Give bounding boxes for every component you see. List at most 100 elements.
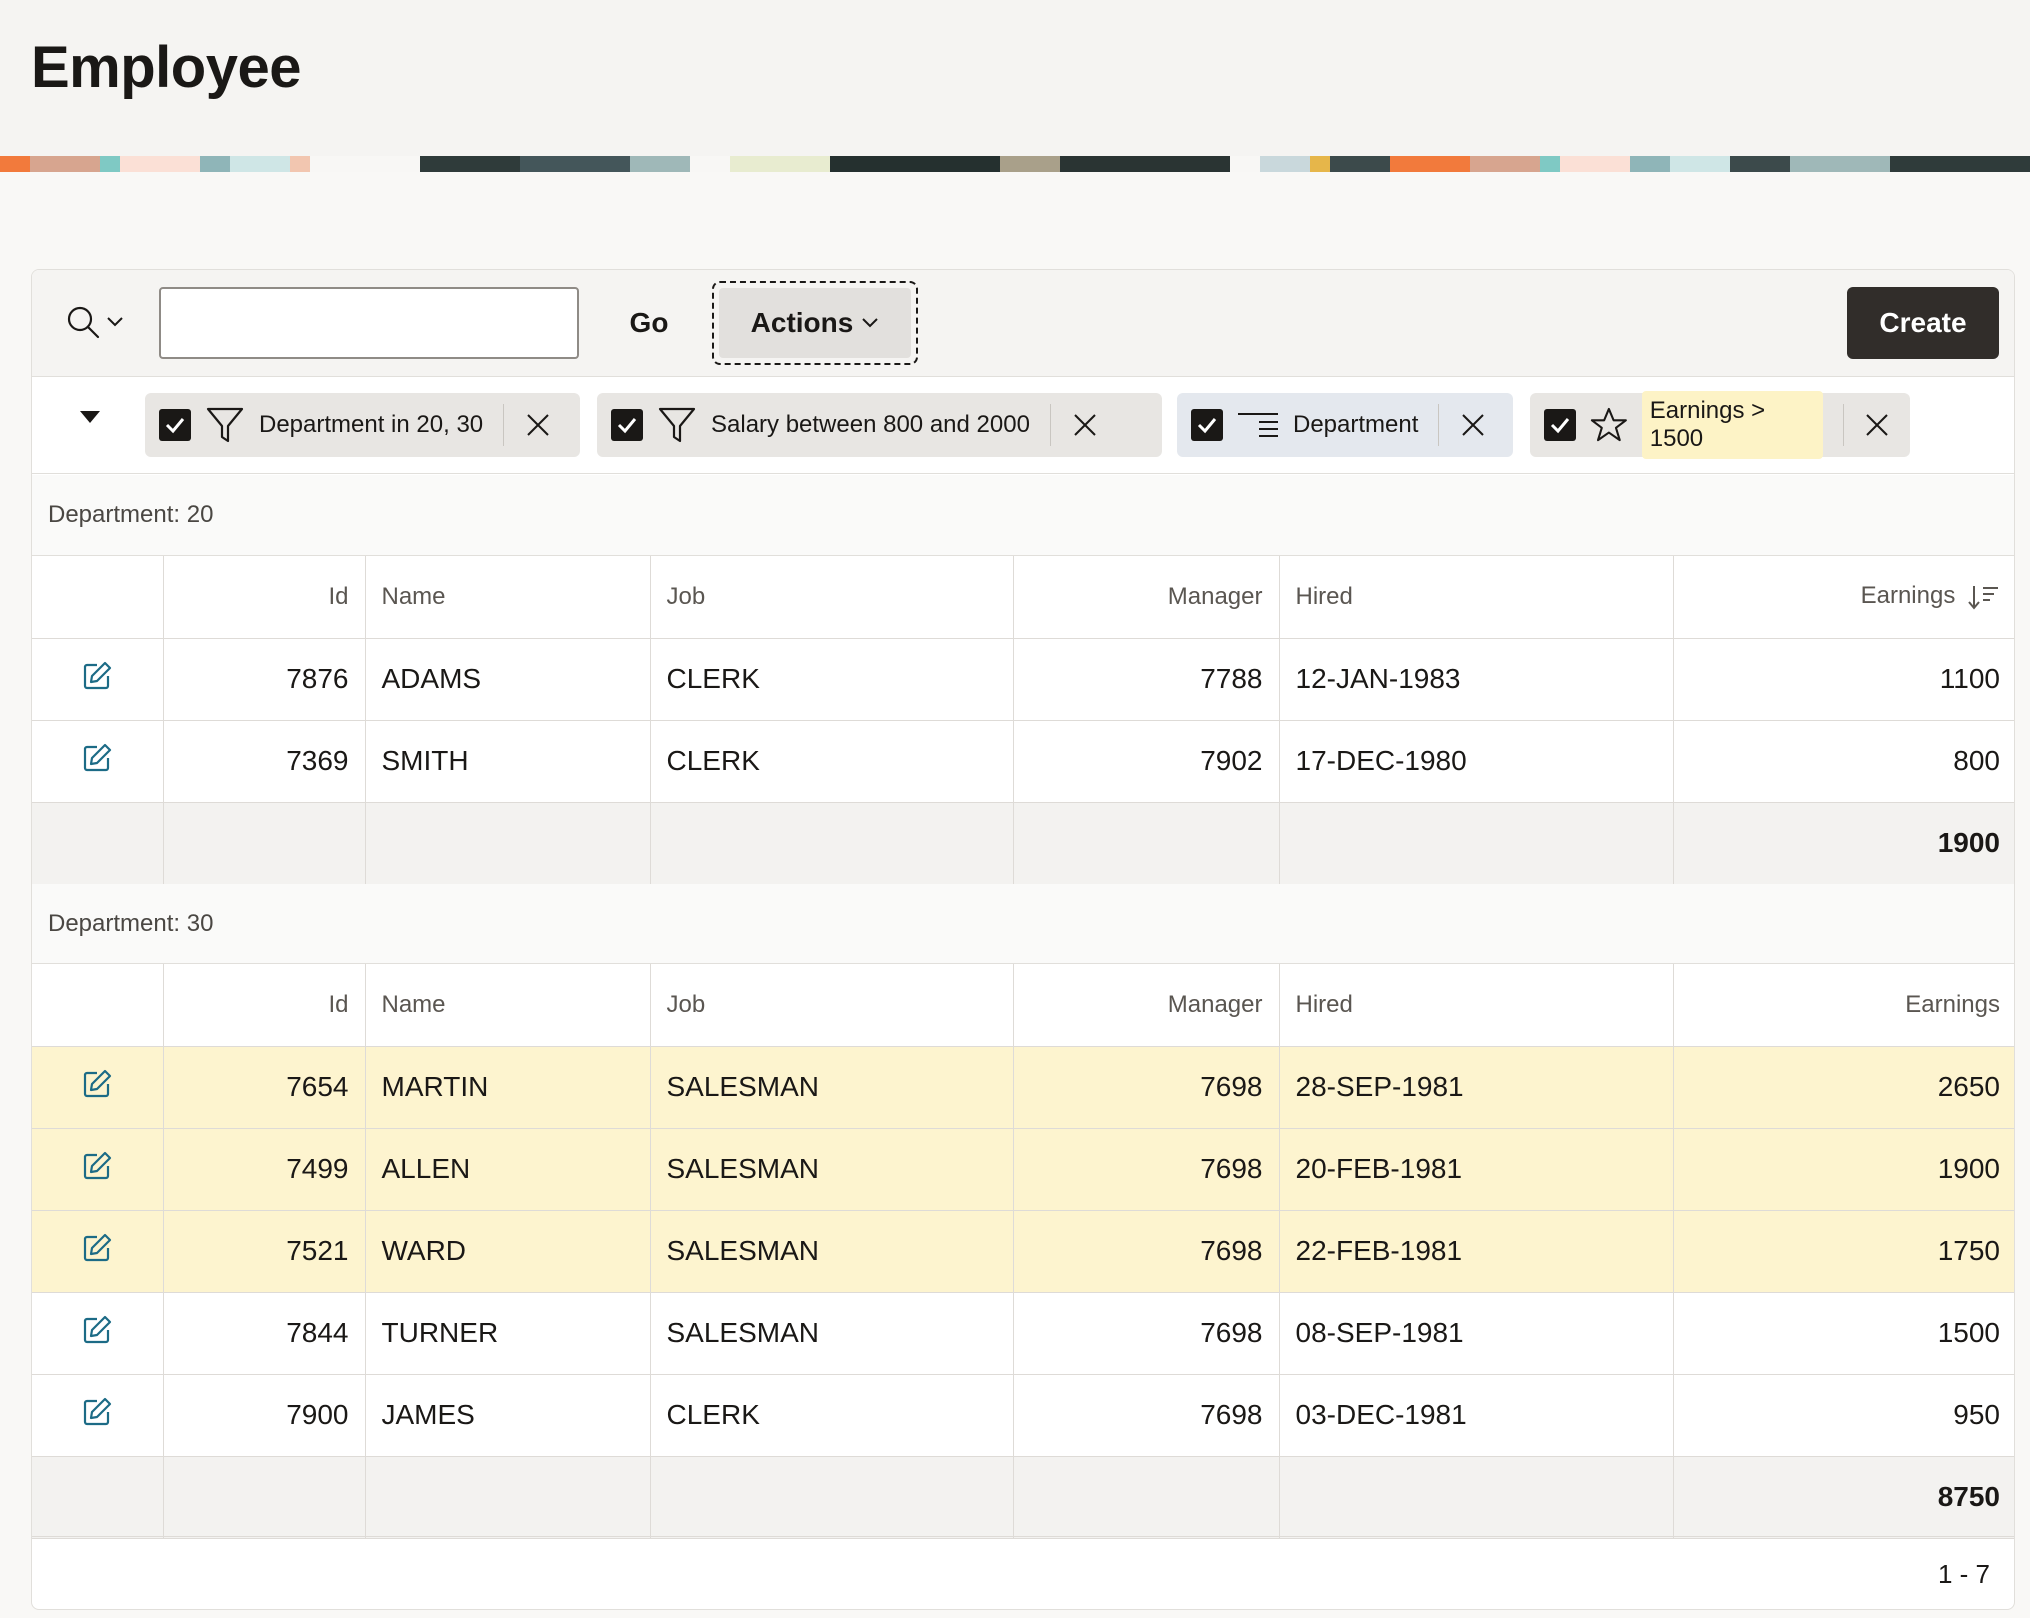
column-header-manager[interactable]: Manager xyxy=(1012,964,1280,1047)
actions-label: Actions xyxy=(750,307,854,338)
remove-highlight-button[interactable] xyxy=(1858,405,1896,445)
cell-earnings: 1900 xyxy=(1672,1127,2014,1211)
empty-cell xyxy=(32,1455,164,1539)
cell-id: 7499 xyxy=(162,1127,366,1211)
caret-down-icon xyxy=(80,411,100,423)
chip-divider xyxy=(1049,404,1051,446)
page-header: Employee xyxy=(0,0,2030,172)
search-column-menu[interactable] xyxy=(66,302,128,342)
cell-job: CLERK xyxy=(649,1373,1014,1457)
cell-name: SMITH xyxy=(364,719,651,803)
control-break-label[interactable]: Department xyxy=(1293,411,1419,438)
highlight-label[interactable]: Earnings > 1500 xyxy=(1641,391,1824,459)
edit-cell xyxy=(32,719,164,803)
remove-filter-button[interactable] xyxy=(1065,405,1105,445)
sort-descending-icon xyxy=(1968,586,1998,610)
edit-icon[interactable] xyxy=(81,1150,113,1182)
column-header-name[interactable]: Name xyxy=(364,964,651,1047)
empty-cell xyxy=(1012,801,1280,885)
column-header-earnings[interactable]: Earnings xyxy=(1672,556,2014,639)
control-break-header: Department: 20 xyxy=(32,475,2014,556)
empty-cell xyxy=(162,1455,366,1539)
cell-name: WARD xyxy=(364,1209,651,1293)
cell-hired: 12-JAN-1983 xyxy=(1278,637,1674,721)
interactive-report: Go Actions Create xyxy=(31,269,2015,1610)
filter-enabled-checkbox[interactable] xyxy=(611,409,643,441)
cell-hired: 17-DEC-1980 xyxy=(1278,719,1674,803)
remove-control-break-button[interactable] xyxy=(1453,405,1493,445)
close-icon xyxy=(1074,414,1096,436)
edit-icon[interactable] xyxy=(81,742,113,774)
chevron-down-icon xyxy=(107,317,123,327)
control-break-icon xyxy=(1238,413,1278,437)
cell-manager: 7698 xyxy=(1012,1291,1280,1375)
check-icon xyxy=(1550,418,1570,434)
cell-earnings: 950 xyxy=(1672,1373,2014,1457)
edit-icon[interactable] xyxy=(81,1232,113,1264)
column-header-job[interactable]: Job xyxy=(649,964,1014,1047)
remove-filter-button[interactable] xyxy=(518,405,558,445)
close-icon xyxy=(1866,414,1888,436)
report-settings-bar: Department in 20, 30 Salary between 800 … xyxy=(32,378,2014,474)
search-input[interactable] xyxy=(159,287,579,359)
cell-id: 7844 xyxy=(162,1291,366,1375)
table-header-row: Id Name Job Manager Hired Earnings xyxy=(32,556,2014,639)
filter-label[interactable]: Salary between 800 and 2000 xyxy=(711,411,1030,438)
column-header-job[interactable]: Job xyxy=(649,556,1014,639)
cell-earnings: 800 xyxy=(1672,719,2014,803)
empty-cell xyxy=(649,1455,1014,1539)
column-header-id[interactable]: Id xyxy=(162,964,366,1047)
filter-enabled-checkbox[interactable] xyxy=(159,409,191,441)
collapse-settings-toggle[interactable] xyxy=(78,408,108,438)
pagination-range: 1 - 7 xyxy=(1937,1558,1990,1589)
table-row: 7900 JAMES CLERK 7698 03-DEC-1981 950 xyxy=(32,1373,2014,1457)
edit-column-header xyxy=(32,964,164,1047)
report-table: Id Name Job Manager Hired Earnings 7654 … xyxy=(32,964,2014,1539)
column-header-earnings-label: Earnings xyxy=(1860,582,1956,610)
edit-cell xyxy=(32,1209,164,1293)
empty-cell xyxy=(32,801,164,885)
cell-name: ADAMS xyxy=(364,637,651,721)
cell-job: SALESMAN xyxy=(649,1209,1014,1293)
page-title: Employee xyxy=(31,35,302,100)
control-break-header: Department: 30 xyxy=(32,884,2014,964)
cell-job: SALESMAN xyxy=(649,1127,1014,1211)
cell-name: ALLEN xyxy=(364,1127,651,1211)
actions-menu-button[interactable]: Actions xyxy=(712,281,918,365)
filter-chip: Department in 20, 30 xyxy=(145,393,580,457)
column-header-name[interactable]: Name xyxy=(364,556,651,639)
filter-enabled-checkbox[interactable] xyxy=(1544,409,1576,441)
edit-icon[interactable] xyxy=(81,660,113,692)
go-button[interactable]: Go xyxy=(614,292,684,354)
cell-hired: 22-FEB-1981 xyxy=(1278,1209,1674,1293)
cell-manager: 7698 xyxy=(1012,1127,1280,1211)
total-earnings: 1900 xyxy=(1672,801,2014,885)
create-button[interactable]: Create xyxy=(1847,287,1999,359)
edit-icon[interactable] xyxy=(81,1396,113,1428)
column-header-earnings[interactable]: Earnings xyxy=(1672,964,2014,1047)
table-row: 7369 SMITH CLERK 7902 17-DEC-1980 800 xyxy=(32,719,2014,803)
cell-manager: 7698 xyxy=(1012,1373,1280,1457)
empty-cell xyxy=(364,801,651,885)
cell-id: 7654 xyxy=(162,1045,366,1129)
filter-label[interactable]: Department in 20, 30 xyxy=(259,411,484,438)
chip-divider xyxy=(503,404,505,446)
edit-icon[interactable] xyxy=(81,1314,113,1346)
filter-chip: Salary between 800 and 2000 xyxy=(597,393,1162,457)
check-icon xyxy=(1197,418,1217,434)
column-header-hired[interactable]: Hired xyxy=(1278,964,1674,1047)
filter-enabled-checkbox[interactable] xyxy=(1191,409,1223,441)
cell-earnings: 1750 xyxy=(1672,1209,2014,1293)
close-icon xyxy=(527,414,549,436)
edit-cell xyxy=(32,637,164,721)
edit-icon[interactable] xyxy=(81,1068,113,1100)
cell-id: 7521 xyxy=(162,1209,366,1293)
cell-manager: 7788 xyxy=(1012,637,1280,721)
highlight-chip: Earnings > 1500 xyxy=(1530,391,1910,459)
chip-divider xyxy=(1843,404,1845,446)
cell-hired: 03-DEC-1981 xyxy=(1278,1373,1674,1457)
cell-id: 7876 xyxy=(162,637,366,721)
column-header-hired[interactable]: Hired xyxy=(1278,556,1674,639)
column-header-manager[interactable]: Manager xyxy=(1012,556,1280,639)
column-header-id[interactable]: Id xyxy=(162,556,366,639)
